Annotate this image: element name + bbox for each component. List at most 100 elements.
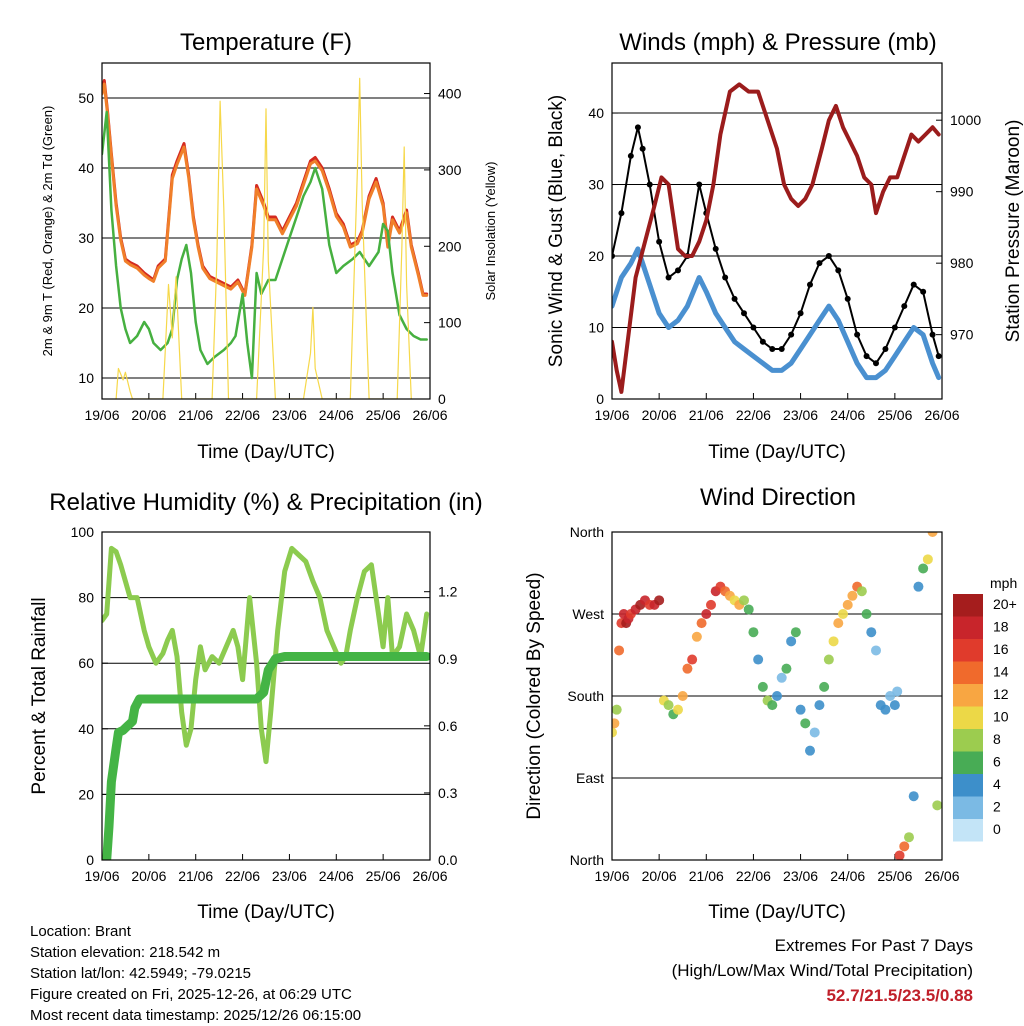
- data-point: [612, 704, 622, 715]
- data-point: [889, 700, 900, 711]
- chart-title: Wind Direction: [700, 484, 856, 511]
- plot-frame: [101, 62, 431, 400]
- chart-temperature: Temperature (F) 10 20 30 40 50 0 100 200 300 400 19…: [40, 29, 498, 463]
- colorbar-swatch: [953, 594, 983, 617]
- data-point: [706, 599, 716, 610]
- data-point: [696, 618, 707, 629]
- x-tick-label: 21/06: [689, 868, 724, 884]
- chart-title: Winds (mph) & Pressure (mb): [619, 29, 936, 56]
- data-point: [908, 791, 919, 802]
- colorbar-title: mph: [990, 575, 1017, 591]
- y-tick-label: 20: [588, 248, 604, 264]
- x-tick-label: 26/06: [924, 407, 959, 423]
- y-right-tick-label: 200: [438, 238, 462, 254]
- data-point: [871, 645, 881, 656]
- y-tick-label: 20: [78, 300, 94, 316]
- colorbar-swatch: [953, 729, 983, 752]
- data-point: [823, 654, 834, 665]
- colorbar-swatch: [953, 661, 983, 684]
- series-pressure: [612, 82, 941, 394]
- colorbar-label: 18: [993, 619, 1009, 635]
- data-point: [743, 604, 754, 615]
- series-solar-insolation: [115, 77, 412, 399]
- y-tick-label: South: [567, 688, 604, 704]
- data-point: [904, 832, 914, 843]
- colorbar-swatch: [953, 684, 983, 707]
- x-tick-label: 24/06: [830, 407, 865, 423]
- x-tick-label: 19/06: [84, 407, 119, 423]
- data-point: [892, 686, 903, 697]
- x-tick-label: 23/06: [783, 407, 818, 423]
- data-point: [866, 627, 877, 638]
- colorbar-swatch: [953, 706, 983, 729]
- x-tick-label: 23/06: [272, 868, 307, 884]
- colorbar-label: 14: [993, 664, 1009, 680]
- x-tick-label: 19/06: [594, 407, 629, 423]
- colorbar-label: 4: [993, 776, 1001, 792]
- recent-timestamp: Most recent data timestamp: 2025/12/26 0…: [30, 1007, 362, 1024]
- colorbar-swatch: [953, 639, 983, 662]
- plot-area: [612, 532, 942, 860]
- extremes-values: 52.7/21.5/23.5/0.88: [826, 986, 973, 1005]
- x-axis-label: Time (Day/UTC): [197, 902, 335, 923]
- x-tick-label: 25/06: [877, 407, 912, 423]
- y-axis-label: Sonic Wind & Gust (Blue, Black): [546, 95, 567, 367]
- colorbar-label: 12: [993, 686, 1009, 702]
- x-tick-label: 20/06: [642, 407, 677, 423]
- y-tick-label: 40: [78, 721, 94, 737]
- x-axis-label: Time (Day/UTC): [197, 442, 335, 463]
- series-direction: [612, 532, 942, 860]
- figure-created: Figure created on Fri, 2025-12-26, at 06…: [30, 986, 352, 1003]
- colorbar-label: 0: [993, 821, 1001, 837]
- y-tick-label: 80: [78, 590, 94, 606]
- y-tick-label: 30: [78, 230, 94, 246]
- data-point: [677, 691, 688, 701]
- plot-area: [612, 82, 942, 394]
- y-tick-label: 40: [588, 105, 604, 121]
- y-tick-label: 20: [78, 786, 94, 802]
- station-latlon: Station lat/lon: 42.5949; -79.0215: [30, 965, 252, 982]
- data-point: [795, 704, 806, 715]
- y-axis-label: 2m & 9m T (Red, Orange) & 2m Td (Green): [40, 106, 55, 357]
- x-tick-label: 20/06: [131, 407, 166, 423]
- series-9m-t: [102, 82, 429, 297]
- y-right-tick-label: 1.2: [438, 584, 458, 600]
- colorbar-label: 20+: [993, 596, 1017, 612]
- data-point: [918, 563, 929, 574]
- data-point: [612, 718, 620, 729]
- colorbar-label: 10: [993, 709, 1009, 725]
- data-point: [739, 595, 749, 606]
- data-point: [935, 353, 942, 360]
- data-point: [885, 691, 896, 701]
- data-point: [828, 636, 839, 647]
- data-point: [682, 663, 693, 674]
- data-point: [805, 745, 815, 756]
- y-tick-label: 10: [588, 320, 604, 336]
- y-right-tick-label: 0.0: [438, 852, 458, 868]
- data-point: [800, 718, 811, 729]
- data-point: [654, 595, 665, 606]
- chart-winds: Winds (mph) & Pressure (mb) 0 10 20 30 40 970 9…: [546, 29, 1024, 463]
- colorbar-swatch: [953, 796, 983, 819]
- plot-area: [102, 545, 430, 860]
- x-tick-label: 26/06: [412, 868, 447, 884]
- colorbar-swatch: [953, 819, 983, 842]
- x-tick-label: 24/06: [319, 407, 354, 423]
- series-wind: [612, 246, 942, 381]
- x-tick-label: 20/06: [131, 868, 166, 884]
- y-right-tick-label: 0.3: [438, 785, 458, 801]
- y-right-tick-label: 990: [950, 184, 974, 200]
- y-right-tick-label: 1000: [950, 112, 981, 128]
- extremes-heading: Extremes For Past 7 Days: [774, 936, 973, 955]
- y-tick-label: 30: [588, 177, 604, 193]
- x-tick-label: 21/06: [178, 868, 213, 884]
- data-point: [790, 627, 801, 638]
- colorbar-swatch: [953, 774, 983, 797]
- data-point: [663, 700, 674, 711]
- data-point: [838, 609, 848, 619]
- y-tick-label: 40: [78, 160, 94, 176]
- data-point: [781, 663, 792, 674]
- data-point: [701, 609, 712, 619]
- y-right-tick-label: 0: [438, 391, 446, 407]
- station-info: Location: Brant Station elevation: 218.5…: [30, 921, 361, 1026]
